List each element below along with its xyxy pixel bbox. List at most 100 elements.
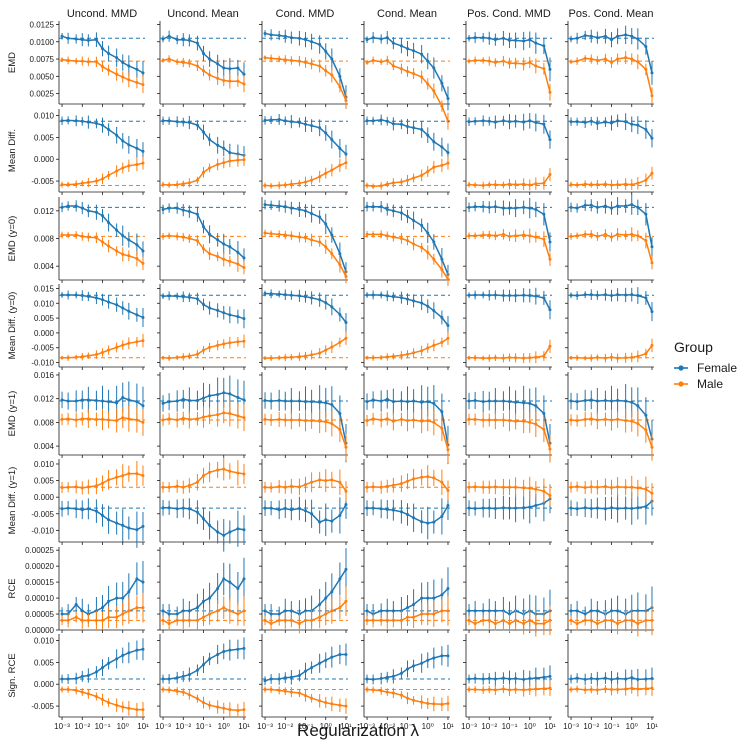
data-point [66, 204, 70, 208]
data-point [283, 205, 287, 209]
data-point [481, 205, 485, 209]
data-point [216, 393, 220, 397]
data-point [371, 119, 375, 123]
data-point [420, 349, 424, 353]
data-point [589, 506, 593, 510]
data-point [624, 677, 628, 681]
series-female [467, 484, 552, 524]
x-tick-label: 10⁻³ [461, 722, 477, 731]
x-tick-label: 10⁻² [74, 722, 90, 731]
data-point [379, 232, 383, 236]
data-point [432, 520, 436, 524]
data-point [304, 209, 308, 213]
data-point [101, 606, 105, 610]
data-point [508, 688, 512, 692]
data-point [66, 399, 70, 403]
data-point [304, 400, 308, 404]
data-point [208, 657, 212, 661]
data-point [175, 183, 179, 187]
data-point [467, 618, 471, 622]
data-point [135, 606, 139, 610]
data-point [644, 677, 648, 681]
data-point [467, 234, 471, 238]
data-point [310, 419, 314, 423]
data-point [508, 400, 512, 404]
panel-r4-c4 [361, 284, 450, 370]
legend-entry-female[interactable]: Female [674, 361, 737, 375]
data-point [467, 183, 471, 187]
data-point [412, 126, 416, 130]
data-point [522, 506, 526, 510]
data-point [324, 518, 328, 522]
series-male [365, 596, 450, 631]
data-point [508, 38, 512, 42]
panel-r5-c5 [463, 372, 552, 463]
data-point [141, 339, 145, 343]
data-point [650, 677, 654, 681]
data-point [324, 658, 328, 662]
data-point [589, 417, 593, 421]
data-point [426, 133, 430, 137]
data-point [344, 152, 348, 156]
data-point [481, 677, 485, 681]
data-point [60, 398, 64, 402]
data-point [493, 61, 497, 64]
data-point [60, 507, 64, 511]
data-point [289, 690, 293, 694]
data-point [115, 521, 119, 525]
data-point [181, 61, 185, 64]
series-male [161, 232, 246, 275]
data-point [603, 687, 607, 691]
data-point [338, 340, 342, 344]
data-point [277, 417, 281, 421]
data-point [101, 47, 105, 51]
data-point [101, 399, 105, 403]
data-point [216, 653, 220, 657]
data-point [161, 207, 165, 211]
series-male [467, 605, 552, 637]
data-point [391, 691, 395, 695]
data-point [66, 677, 70, 681]
data-point [330, 345, 334, 349]
data-point [583, 34, 587, 38]
data-point [330, 57, 334, 61]
data-point [330, 138, 334, 142]
data-point [371, 205, 375, 209]
data-point [202, 599, 206, 603]
data-point [101, 214, 105, 218]
data-point [310, 62, 314, 66]
series-male [467, 228, 552, 266]
data-point [121, 596, 125, 600]
data-point [467, 36, 471, 40]
data-point [548, 686, 552, 690]
panel-r6-c2 [157, 457, 246, 552]
data-point [135, 418, 139, 422]
data-point [216, 468, 220, 472]
data-point [216, 162, 220, 166]
data-point [522, 233, 526, 237]
data-point [542, 687, 546, 691]
data-point [107, 244, 111, 248]
panel-r8-c5: 10⁻³ 10⁻² 10⁻¹ 10⁰ 10¹ [461, 634, 556, 731]
data-point [310, 666, 314, 670]
legend-entry-male[interactable]: Male [674, 377, 723, 391]
data-point [493, 418, 497, 422]
data-point [595, 506, 599, 510]
data-point [107, 599, 111, 603]
data-point [420, 419, 424, 423]
data-point [501, 294, 505, 298]
data-point [115, 596, 119, 600]
data-point [569, 37, 573, 41]
data-point [310, 618, 314, 622]
data-point [74, 399, 78, 403]
data-point [636, 37, 640, 41]
data-point [371, 485, 375, 489]
data-point [406, 512, 410, 516]
data-point [175, 484, 179, 488]
data-point [420, 173, 424, 177]
data-point [187, 484, 191, 488]
series-male [569, 605, 654, 637]
data-point [202, 474, 206, 478]
series-female [467, 30, 552, 82]
data-point [330, 305, 334, 309]
